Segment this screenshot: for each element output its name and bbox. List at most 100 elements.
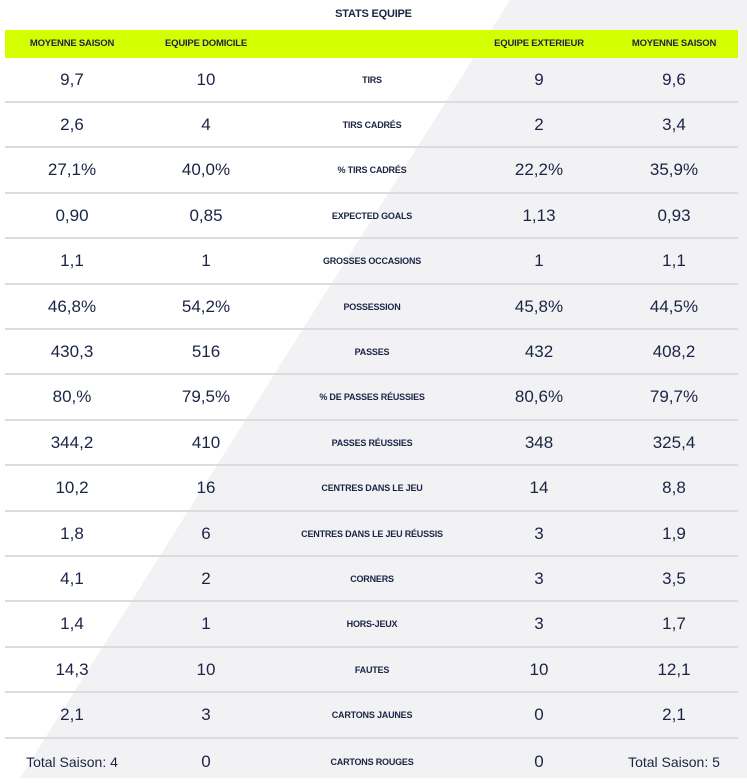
table-row: 80,% 79,5% % DE PASSES RÉUSSIES 80,6% 79,7% (5, 376, 738, 421)
home-value: 10 (196, 659, 216, 679)
away-value: 22,2% (514, 160, 564, 180)
header-home-season-avg: MOYENNE SAISON (29, 38, 115, 49)
home-season-avg: Total Saison: 4 (26, 753, 118, 770)
page-title: STATS EQUIPE (335, 8, 412, 20)
table-row: 2,6 4 TIRS CADRÉS 2 3,4 (5, 103, 738, 149)
home-season-avg: 1,8 (60, 523, 84, 543)
table-row: 46,8% 54,2% POSSESSION 45,8% 44,5% (5, 285, 738, 330)
away-season-avg: 1,9 (662, 523, 686, 543)
table-row: 344,2 410 PASSES RÉUSSIES 348 325,4 (5, 421, 738, 467)
away-season-avg: 1,7 (662, 614, 686, 634)
stat-label: FAUTES (354, 664, 390, 675)
away-value: 0 (534, 751, 544, 771)
away-value: 14 (529, 478, 549, 498)
home-value: 2 (201, 568, 211, 588)
home-season-avg: 2,6 (60, 114, 84, 134)
table-row: 10,2 16 CENTRES DANS LE JEU 14 8,8 (5, 467, 738, 512)
away-season-avg: 325,4 (652, 432, 696, 452)
table-row: 14,3 10 FAUTES 10 12,1 (5, 648, 738, 694)
home-season-avg: 2,1 (60, 705, 84, 725)
home-value: 0,85 (189, 205, 223, 225)
home-value: 16 (196, 478, 216, 498)
header-home-team: EQUIPE DOMICILE (165, 38, 247, 49)
table-row: 1,1 1 GROSSES OCCASIONS 1 1,1 (5, 240, 738, 285)
home-season-avg: 430,3 (50, 341, 94, 361)
away-value: 45,8% (514, 296, 564, 316)
away-value: 3 (534, 614, 544, 634)
table-row: 2,1 3 CARTONS JAUNES 0 2,1 (5, 694, 738, 739)
table-row: 4,1 2 CORNERS 3 3,5 (5, 557, 738, 603)
away-season-avg: 0,93 (657, 205, 691, 225)
away-season-avg: 3,5 (662, 568, 686, 588)
away-season-avg: Total Saison: 5 (628, 753, 720, 770)
stat-label: GROSSES OCCASIONS (322, 256, 422, 267)
away-season-avg: 408,2 (652, 341, 696, 361)
home-season-avg: 1,1 (60, 251, 84, 271)
away-value: 3 (534, 523, 544, 543)
home-season-avg: 10,2 (55, 478, 89, 498)
home-value: 40,0% (181, 160, 231, 180)
header-away-season-avg: MOYENNE SAISON (631, 38, 717, 49)
home-season-avg: 27,1% (47, 160, 97, 180)
away-value: 432 (524, 341, 554, 361)
table-row: 0,90 0,85 EXPECTED GOALS 1,13 0,93 (5, 194, 738, 240)
stat-label: CARTONS JAUNES (331, 710, 413, 721)
home-value: 1 (201, 614, 211, 634)
home-season-avg: 0,90 (55, 205, 89, 225)
stat-label: PASSES (354, 346, 390, 357)
stat-label: CORNERS (350, 573, 394, 584)
stat-label: CENTRES DANS LE JEU (321, 483, 423, 494)
stat-label: % TIRS CADRÉS (337, 165, 407, 176)
table-row: Total Saison: 4 0 CARTONS ROUGES 0 Total Sai… (5, 739, 738, 784)
away-season-avg: 8,8 (662, 478, 686, 498)
home-value: 1 (201, 251, 211, 271)
away-season-avg: 44,5% (649, 296, 699, 316)
home-season-avg: 1,4 (60, 614, 84, 634)
stat-label: CENTRES DANS LE JEU RÉUSSIS (301, 528, 443, 539)
stat-label: TIRS CADRÉS (342, 119, 402, 130)
home-value: 6 (201, 523, 211, 543)
away-value: 3 (534, 568, 544, 588)
home-value: 516 (191, 341, 221, 361)
home-value: 79,5% (181, 387, 231, 407)
home-season-avg: 4,1 (60, 568, 84, 588)
table-row: 1,4 1 HORS-JEUX 3 1,7 (5, 603, 738, 648)
away-value: 80,6% (514, 387, 564, 407)
away-value: 9 (534, 69, 544, 89)
away-value: 10 (529, 659, 549, 679)
home-value: 10 (196, 69, 216, 89)
table-row: 9,7 10 TIRS 9 9,6 (5, 58, 738, 103)
stat-label: % DE PASSES RÉUSSIES (319, 392, 425, 403)
away-season-avg: 1,1 (662, 251, 686, 271)
home-season-avg: 14,3 (55, 659, 89, 679)
away-value: 0 (534, 705, 544, 725)
away-value: 348 (524, 432, 554, 452)
home-season-avg: 46,8% (47, 296, 97, 316)
stat-label: HORS-JEUX (346, 619, 398, 630)
table-row: 430,3 516 PASSES 432 408,2 (5, 330, 738, 376)
stat-label: EXPECTED GOALS (331, 210, 413, 221)
away-season-avg: 9,6 (662, 69, 686, 89)
home-value: 54,2% (181, 296, 231, 316)
home-season-avg: 344,2 (50, 432, 94, 452)
away-season-avg: 12,1 (657, 659, 691, 679)
away-season-avg: 3,4 (662, 114, 686, 134)
away-season-avg: 2,1 (662, 705, 686, 725)
home-value: 0 (201, 751, 211, 771)
table-header: MOYENNE SAISON EQUIPE DOMICILE EQUIPE EX… (5, 30, 738, 58)
home-value: 3 (201, 705, 211, 725)
table-row: 27,1% 40,0% % TIRS CADRÉS 22,2% 35,9% (5, 149, 738, 194)
away-season-avg: 35,9% (649, 160, 699, 180)
away-value: 2 (534, 114, 544, 134)
home-value: 4 (201, 114, 211, 134)
away-value: 1 (534, 251, 544, 271)
stat-label: CARTONS ROUGES (330, 756, 414, 767)
stat-label: PASSES RÉUSSIES (331, 437, 413, 448)
stat-label: POSSESSION (343, 301, 401, 312)
home-season-avg: 80,% (52, 387, 92, 407)
away-value: 1,13 (522, 205, 556, 225)
away-season-avg: 79,7% (649, 387, 699, 407)
home-value: 410 (191, 432, 221, 452)
stat-label: TIRS (362, 74, 382, 85)
